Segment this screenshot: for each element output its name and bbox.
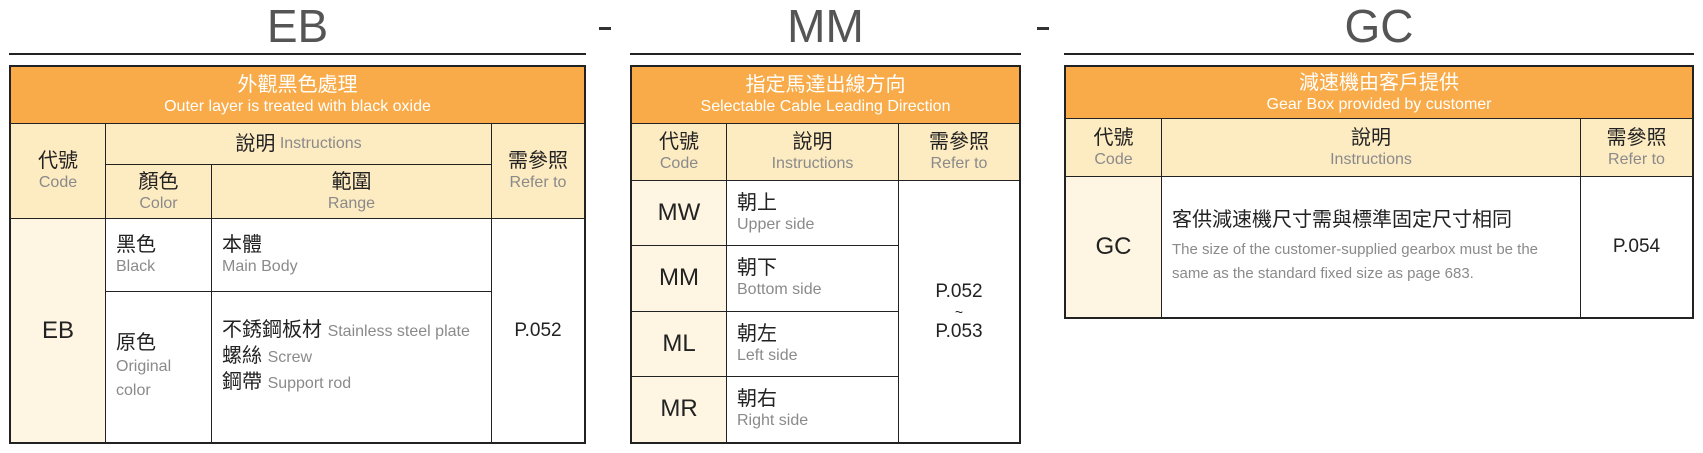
- gc-table: 減速機由客戶提供 Gear Box provided by customer 代…: [1064, 65, 1694, 319]
- separator-dash: [1037, 27, 1049, 30]
- section-code-gc: GC: [1344, 0, 1414, 52]
- direction-cell: 朝上 Upper side: [727, 181, 899, 247]
- title-zh: 指定馬達出線方向: [745, 74, 906, 96]
- header-code: 代號 Code: [11, 124, 106, 219]
- range-en: Main Body: [222, 258, 298, 275]
- header-en: Instructions: [1330, 150, 1412, 168]
- direction-en: Upper side: [737, 216, 815, 234]
- range-item: 不銹鋼板材 Stainless steel plate: [222, 318, 470, 344]
- title-zh: 外觀黑色處理: [237, 74, 358, 96]
- header-instructions: 說明 Instructions: [1162, 119, 1581, 177]
- header-en: Code: [659, 155, 699, 172]
- direction-cell: 朝右 Right side: [727, 376, 899, 442]
- table-title: 減速機由客戶提供 Gear Box provided by customer: [1066, 67, 1692, 119]
- title-zh: 減速機由客戶提供: [1299, 71, 1459, 94]
- header-en: Instructions: [279, 135, 362, 152]
- color-en: Black: [116, 258, 156, 275]
- title-en: Selectable Cable Leading Direction: [700, 98, 951, 115]
- row-code: MW: [632, 181, 727, 247]
- header-zh: 範圍: [331, 170, 372, 193]
- range-zh: 螺絲: [222, 345, 262, 367]
- header-refer: 需參照 Refer to: [1581, 119, 1692, 177]
- ref-to: P.053: [935, 320, 983, 342]
- range-item: 鋼帶 Support rod: [222, 370, 351, 396]
- header-en: Code: [38, 174, 78, 191]
- refer-cell: P.052 ~ P.053: [899, 181, 1019, 442]
- range-en: Stainless steel plate: [327, 323, 470, 340]
- header-zh: 需參照: [508, 150, 568, 172]
- section-code-eb: EB: [266, 0, 329, 52]
- ref-from: P.052: [935, 280, 983, 302]
- header-zh: 代號: [1093, 126, 1134, 149]
- color-cell: 黑色 Black: [106, 219, 212, 292]
- direction-en: Left side: [737, 346, 798, 364]
- header-en: Refer to: [1608, 150, 1665, 168]
- direction-zh: 朝右: [737, 388, 777, 411]
- description-cell: 客供減速機尺寸需與標準固定尺寸相同 The size of the custom…: [1162, 177, 1581, 317]
- range-item: 螺絲 Screw: [222, 344, 312, 370]
- divider: [9, 53, 586, 55]
- header-en: Code: [1094, 150, 1133, 168]
- header-refer: 需參照 Refer to: [899, 124, 1019, 181]
- range-zh: 鋼帶: [222, 371, 262, 393]
- mm-table: 指定馬達出線方向 Selectable Cable Leading Direct…: [630, 65, 1021, 444]
- range-cell: 本體 Main Body: [212, 219, 492, 292]
- color-en: Original color: [116, 358, 172, 399]
- color-cell: 原色 Original color: [106, 292, 212, 442]
- header-en: Range: [327, 194, 376, 212]
- header-instructions: 說明 Instructions: [106, 124, 492, 165]
- direction-cell: 朝左 Left side: [727, 311, 899, 377]
- range-zh: 不銹鋼板材: [222, 319, 322, 341]
- divider: [1064, 53, 1694, 55]
- header-zh: 需參照: [929, 131, 989, 153]
- header-range: 範圍 Range: [212, 165, 492, 219]
- direction-cell: 朝下 Bottom side: [727, 246, 899, 312]
- description-en: The size of the customer-supplied gearbo…: [1172, 241, 1539, 282]
- row-code: MR: [632, 376, 727, 442]
- ref-separator: ~: [954, 303, 964, 320]
- table-title: 指定馬達出線方向 Selectable Cable Leading Direct…: [632, 67, 1019, 124]
- row-code: ML: [632, 311, 727, 377]
- range-zh: 本體: [222, 234, 262, 256]
- header-instructions: 說明 Instructions: [727, 124, 899, 181]
- direction-en: Bottom side: [737, 281, 822, 299]
- header-zh: 代號: [659, 131, 699, 153]
- section-code-mm: MM: [787, 0, 864, 52]
- eb-table: 外觀黑色處理 Outer layer is treated with black…: [9, 65, 586, 444]
- header-en: Refer to: [930, 155, 988, 172]
- header-zh: 顏色: [138, 170, 179, 193]
- title-en: Outer layer is treated with black oxide: [164, 98, 431, 115]
- header-code: 代號 Code: [1066, 119, 1162, 177]
- header-en: Refer to: [509, 174, 567, 191]
- refer-cell: P.054: [1612, 236, 1661, 257]
- range-en: Screw: [267, 349, 313, 366]
- row-code: EB: [11, 219, 106, 442]
- row-code: MM: [632, 246, 727, 312]
- direction-zh: 朝上: [737, 192, 777, 215]
- description-zh: 客供減速機尺寸需與標準固定尺寸相同: [1172, 209, 1512, 231]
- refer-cell: P.052: [514, 319, 562, 341]
- header-zh: 說明: [1351, 126, 1391, 149]
- row-code: GC: [1066, 177, 1162, 317]
- header-color: 顏色 Color: [106, 165, 212, 219]
- color-zh: 原色: [116, 332, 156, 354]
- separator-dash: [599, 27, 611, 30]
- direction-zh: 朝下: [737, 257, 777, 280]
- direction-en: Right side: [737, 412, 809, 430]
- header-zh: 需參照: [1606, 126, 1667, 149]
- direction-zh: 朝左: [737, 322, 777, 345]
- header-refer: 需參照 Refer to: [492, 124, 584, 219]
- table-title: 外觀黑色處理 Outer layer is treated with black…: [11, 67, 584, 124]
- header-zh: 說明: [235, 133, 276, 155]
- header-en: Color: [139, 194, 178, 212]
- header-en: Instructions: [771, 155, 854, 172]
- divider: [630, 53, 1021, 55]
- range-cell: 不銹鋼板材 Stainless steel plate 螺絲 Screw 鋼帶 …: [212, 292, 492, 442]
- range-en: Support rod: [267, 375, 352, 392]
- color-zh: 黑色: [116, 234, 156, 256]
- title-en: Gear Box provided by customer: [1266, 95, 1492, 113]
- header-zh: 代號: [38, 150, 78, 172]
- header-zh: 說明: [792, 131, 833, 153]
- header-code: 代號 Code: [632, 124, 727, 181]
